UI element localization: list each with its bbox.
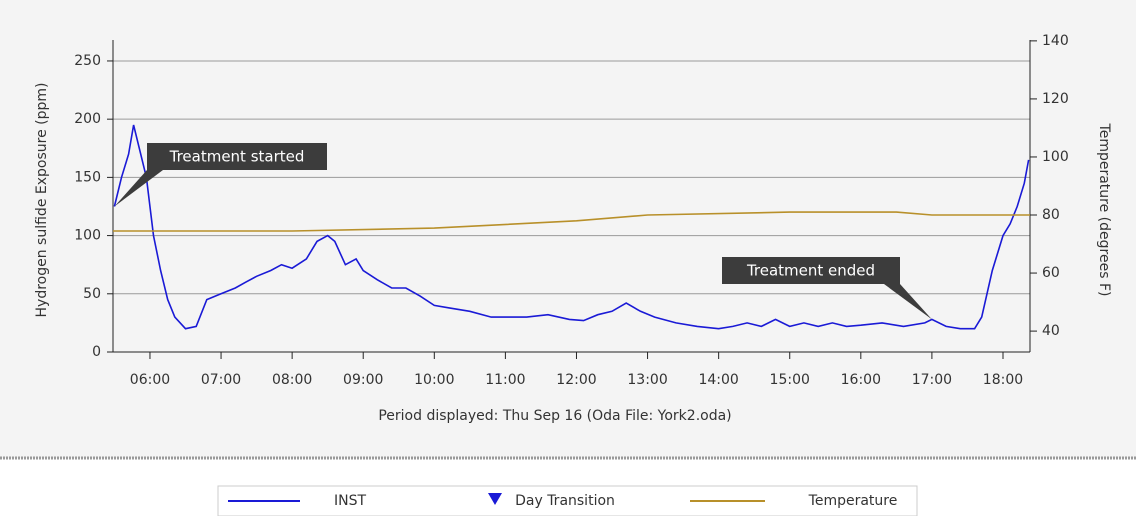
y2-tick-label: 40	[1042, 323, 1060, 339]
y-axis-label: Hydrogen sulfide Exposure (ppm)	[34, 83, 50, 318]
series-line	[113, 124, 1030, 330]
y2-tick-label: 120	[1042, 91, 1069, 107]
x-tick-label: 12:00	[556, 372, 596, 388]
y-tick-label: 50	[83, 286, 101, 302]
legend-label: INST	[334, 493, 366, 509]
x-tick-label: 15:00	[770, 372, 810, 388]
y-tick-label: 200	[74, 111, 101, 127]
annotation-pointer	[884, 284, 932, 320]
x-tick-label: 09:00	[343, 372, 383, 388]
y2-tick-label: 80	[1042, 207, 1060, 223]
x-tick-label: 07:00	[201, 372, 241, 388]
y-tick-label: 100	[74, 228, 101, 244]
annotation-text: Treatment ended	[746, 262, 875, 280]
y2-tick-label: 60	[1042, 265, 1060, 281]
y2-tick-label: 140	[1042, 33, 1069, 49]
annotation-text: Treatment started	[169, 148, 305, 166]
annotation-box	[722, 257, 900, 284]
x-axis-label: Period displayed: Thu Sep 16 (Oda File: …	[378, 408, 731, 424]
x-tick-label: 11:00	[485, 372, 525, 388]
x-tick-label: 16:00	[841, 372, 881, 388]
y-tick-label: 250	[74, 53, 101, 69]
x-tick-label: 10:00	[414, 372, 454, 388]
x-tick-label: 08:00	[272, 372, 312, 388]
y-tick-label: 0	[92, 344, 101, 360]
x-tick-label: 18:00	[983, 372, 1023, 388]
legend-label: Day Transition	[515, 493, 615, 509]
x-tick-label: 13:00	[627, 372, 667, 388]
chart-background	[0, 0, 1136, 458]
y2-tick-label: 100	[1042, 149, 1069, 165]
y2-axis-label: Temperature (degrees F)	[1096, 123, 1112, 297]
x-tick-label: 14:00	[698, 372, 738, 388]
legend-label: Temperature	[808, 493, 898, 509]
series-line	[113, 211, 1030, 232]
annotation-box	[147, 143, 327, 170]
y-tick-label: 150	[74, 169, 101, 185]
legend	[217, 485, 918, 516]
x-tick-label: 06:00	[130, 372, 170, 388]
legend-swatch	[488, 493, 502, 505]
x-tick-label: 17:00	[912, 372, 952, 388]
annotation-pointer	[114, 170, 163, 207]
